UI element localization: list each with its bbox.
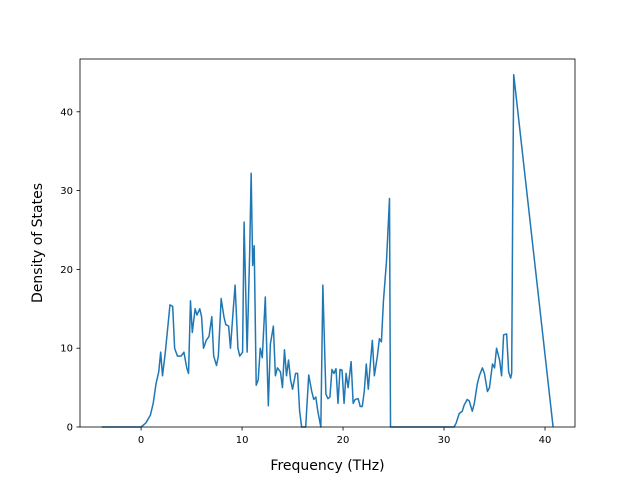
y-tick-label: 30	[60, 186, 73, 197]
x-tick-label: 40	[539, 435, 552, 446]
y-tick-label: 10	[60, 344, 73, 355]
x-axis-title: Frequency (THz)	[270, 458, 384, 474]
y-axis-title: Density of States	[30, 183, 46, 303]
y-tick-label: 40	[60, 107, 73, 118]
x-tick-label: 0	[138, 435, 144, 446]
y-tick-label: 0	[67, 423, 73, 434]
series-line	[101, 74, 554, 428]
x-tick-label: 30	[438, 435, 451, 446]
plot-frame	[79, 58, 576, 428]
x-tick-label: 20	[337, 435, 350, 446]
x-tick-label: 10	[236, 435, 249, 446]
y-tick-label: 20	[60, 265, 73, 276]
